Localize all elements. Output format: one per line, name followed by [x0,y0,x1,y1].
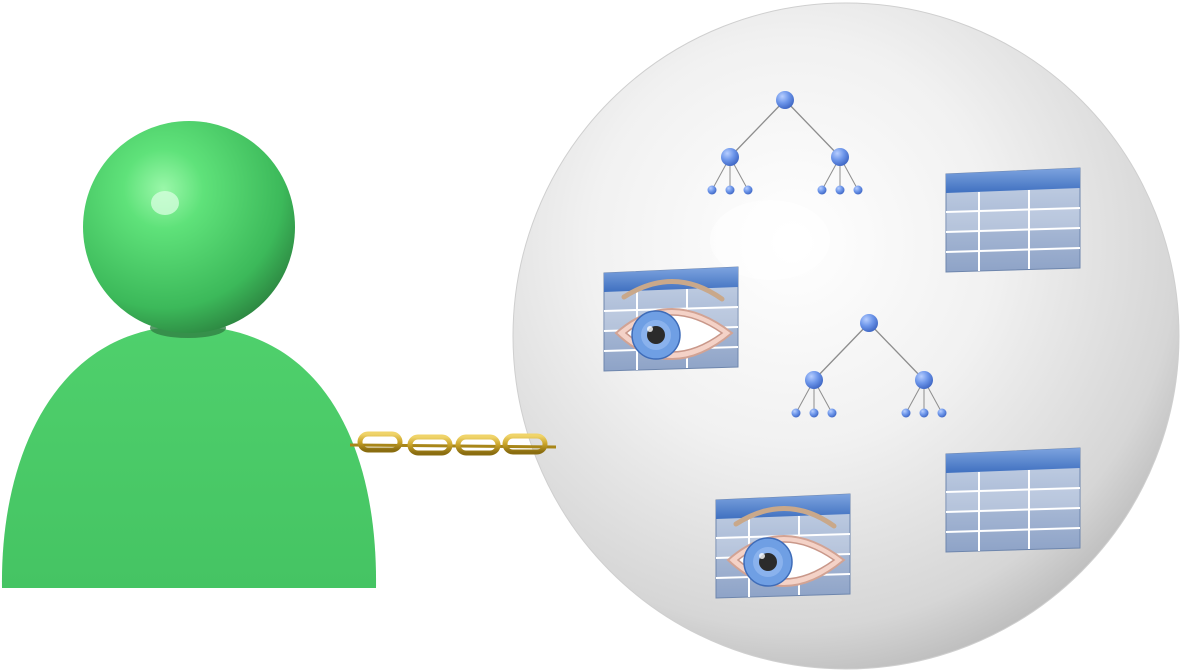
table-icon [945,447,1081,553]
table-icon [945,167,1081,273]
view-table-eye-icon [716,494,850,598]
user-icon [1,121,377,588]
view-table-eye-icon [604,267,738,371]
chain-link-icon [349,434,557,453]
